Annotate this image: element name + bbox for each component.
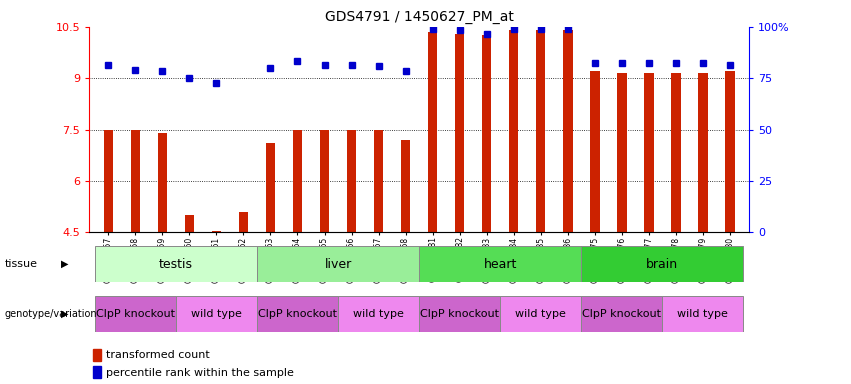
Text: ClpP knockout: ClpP knockout <box>258 309 337 319</box>
Text: transformed count: transformed count <box>106 350 209 360</box>
Bar <box>238 212 248 232</box>
Bar <box>212 231 221 232</box>
Text: wild type: wild type <box>353 309 404 319</box>
Bar <box>401 140 410 232</box>
Bar <box>130 130 140 232</box>
Bar <box>176 296 257 332</box>
Bar <box>293 130 302 232</box>
Text: wild type: wild type <box>677 309 728 319</box>
Text: ClpP knockout: ClpP knockout <box>582 309 661 319</box>
Bar <box>257 246 419 282</box>
Text: tissue: tissue <box>4 259 37 269</box>
Title: GDS4791 / 1450627_PM_at: GDS4791 / 1450627_PM_at <box>325 10 513 25</box>
Bar <box>94 296 176 332</box>
Bar <box>185 215 194 232</box>
Text: percentile rank within the sample: percentile rank within the sample <box>106 367 294 377</box>
Bar <box>500 296 581 332</box>
Bar <box>419 296 500 332</box>
Text: brain: brain <box>646 258 678 270</box>
Bar <box>347 130 357 232</box>
Text: genotype/variation: genotype/variation <box>4 309 97 319</box>
Bar <box>257 296 338 332</box>
Bar <box>482 35 491 232</box>
Bar <box>104 130 113 232</box>
Bar <box>93 349 100 361</box>
Text: ▶: ▶ <box>61 309 69 319</box>
Bar <box>671 73 681 232</box>
Bar <box>93 366 100 379</box>
Text: wild type: wild type <box>516 309 566 319</box>
Bar <box>581 296 662 332</box>
Bar <box>266 143 275 232</box>
Bar <box>536 30 545 232</box>
Bar <box>94 246 257 282</box>
Bar <box>662 296 744 332</box>
Bar <box>698 73 708 232</box>
Bar <box>455 34 465 232</box>
Text: wild type: wild type <box>191 309 242 319</box>
Bar <box>157 133 167 232</box>
Text: ClpP knockout: ClpP knockout <box>96 309 174 319</box>
Bar <box>644 73 654 232</box>
Bar <box>617 73 626 232</box>
Text: testis: testis <box>159 258 193 270</box>
Bar <box>563 30 573 232</box>
Bar <box>374 130 383 232</box>
Bar <box>581 246 744 282</box>
Bar <box>590 71 600 232</box>
Bar <box>428 32 437 232</box>
Text: liver: liver <box>324 258 351 270</box>
Bar <box>419 246 581 282</box>
Bar <box>725 71 734 232</box>
Text: ▶: ▶ <box>61 259 69 269</box>
Text: heart: heart <box>483 258 517 270</box>
Bar <box>320 130 329 232</box>
Text: ClpP knockout: ClpP knockout <box>420 309 500 319</box>
Bar <box>338 296 419 332</box>
Bar <box>509 30 518 232</box>
